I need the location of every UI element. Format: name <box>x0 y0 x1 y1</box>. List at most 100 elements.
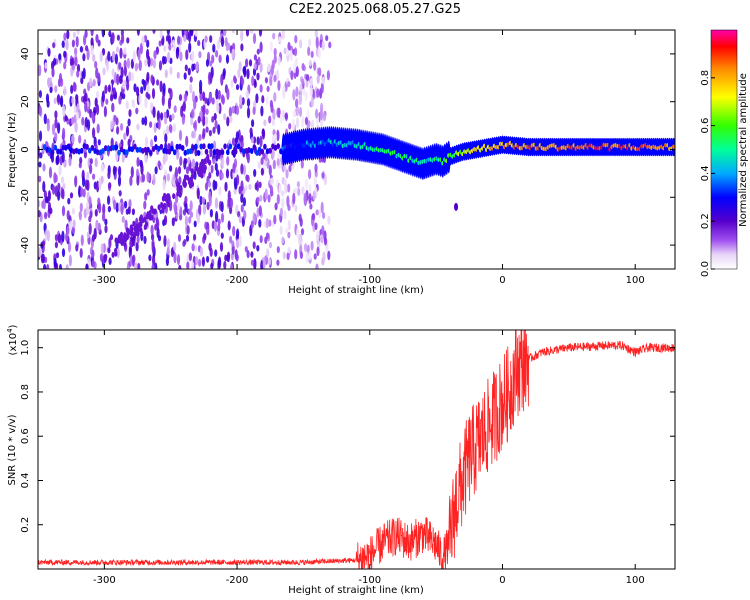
spectrogram-noise-cell <box>287 183 291 193</box>
spectrogram-noise-cell <box>310 50 314 59</box>
spectrogram-noise-cell <box>320 201 324 214</box>
spectrogram-noise-cell <box>159 30 163 40</box>
spectrogram-noise-cell <box>256 136 260 146</box>
spectrogram-noise-cell <box>287 81 291 88</box>
spectrogram-noise-cell <box>119 77 123 84</box>
spectrogram-noise-cell <box>116 34 120 41</box>
spectrogram-noise-cell <box>91 249 95 259</box>
spectrogram-ridge-cell <box>80 147 84 154</box>
spectrogram-noise-cell <box>213 112 217 121</box>
spectrogram-noise-cell <box>149 121 153 128</box>
spectrogram-noise-cell <box>173 252 177 264</box>
spectrogram-noise-cell <box>65 39 69 51</box>
spectrogram-noise-cell <box>179 214 183 221</box>
spectrogram-noise-cell <box>322 112 326 122</box>
spectrogram-noise-cell <box>135 63 139 70</box>
spectrogram-noise-cell <box>86 48 90 61</box>
spectrogram-noise-cell <box>260 260 264 269</box>
spectrogram-noise-cell <box>248 183 252 190</box>
spectrogram-noise-cell <box>195 256 199 266</box>
spectrogram-noise-cell <box>42 180 46 193</box>
spectrogram-noise-cell <box>281 190 285 197</box>
spectrogram-noise-cell <box>111 104 115 113</box>
spectrogram-streak-cell <box>124 236 128 243</box>
spectrogram-noise-cell <box>53 57 57 66</box>
spectrogram-noise-cell <box>296 181 300 188</box>
spectrogram-noise-cell <box>106 60 110 72</box>
spectrogram-noise-cell <box>131 208 135 216</box>
spectrogram-noise-cell <box>90 37 94 47</box>
spectrogram-noise-cell <box>46 264 50 269</box>
spectrogram-noise-cell <box>240 163 244 175</box>
spectrogram-noise-cell <box>314 30 318 38</box>
spectrogram-noise-cell <box>38 175 42 183</box>
spectrogram-noise-cell <box>203 233 207 241</box>
spectrogram-noise-cell <box>79 46 83 53</box>
spectrogram-noise-cell <box>107 50 111 62</box>
spectrogram-noise-cell <box>256 196 260 203</box>
spectrogram-noise-cell <box>104 225 108 234</box>
spectrogram-noise-cell <box>262 152 266 160</box>
spectrogram-noise-cell <box>276 259 280 266</box>
spectrogram-noise-cell <box>92 173 96 180</box>
spectrogram-noise-cell <box>287 41 291 51</box>
spectrogram-noise-cell <box>43 113 47 125</box>
spectrogram-noise-cell <box>207 165 211 174</box>
spectrogram-noise-cell <box>112 87 116 95</box>
snr-y-tick-label: 0.2 <box>20 517 31 533</box>
spectrogram-x-ticks: -300 -200 -100 0 100 <box>93 30 645 286</box>
spectrogram-streak-cell <box>161 195 165 202</box>
colorbar-tick-label: 0.6 <box>700 118 711 134</box>
spectrogram-noise-cell <box>123 132 127 141</box>
spectrogram-noise-cell <box>65 264 69 269</box>
spectrogram-noise-cell <box>172 122 176 133</box>
spectrogram-noise-cell <box>56 94 60 103</box>
spectrogram-noise-cell <box>198 204 202 216</box>
spectrogram-noise-cell <box>120 123 124 131</box>
spectrogram-noise-cell <box>75 36 79 48</box>
spectrogram-noise-cell <box>220 212 225 223</box>
spectrogram-noise-cell <box>60 95 64 108</box>
spectrogram-noise-cell <box>225 168 230 179</box>
spectrogram-noise-cell <box>95 219 99 231</box>
spectrogram-noise-cell <box>134 262 138 269</box>
spectrogram-noise-cell <box>269 76 273 87</box>
spectrogram-noise-cell <box>168 114 173 123</box>
spectrogram-noise-cell <box>296 227 300 238</box>
spectrogram-noise-cell <box>179 51 183 62</box>
spectrogram-ridge-cell <box>88 147 92 154</box>
spectrogram-noise-cell <box>265 95 269 105</box>
spectrogram-noise-cell <box>287 219 291 231</box>
spectrogram-noise-cell <box>133 83 137 93</box>
spectrogram-streak-cell <box>118 237 122 244</box>
spectrogram-noise-cell <box>308 184 312 196</box>
spectrogram-noise-cell <box>233 75 237 83</box>
spectrogram-noise-cell <box>213 220 218 232</box>
spectrogram-noise-cell <box>261 95 265 104</box>
spectrogram-noise-cell <box>238 61 242 72</box>
spectrogram-noise-cell <box>185 49 189 61</box>
spectrogram-noise-cell <box>294 187 298 194</box>
spectrogram-noise-cell <box>46 99 50 108</box>
spectrogram-noise-cell <box>292 89 296 101</box>
spectrogram-noise-cell <box>197 115 201 124</box>
spectrogram-noise-cell <box>94 157 98 168</box>
spectrogram-noise-cell <box>166 30 170 36</box>
spectrogram-noise-cell <box>309 203 313 210</box>
spectrogram-noise-cell <box>41 253 46 264</box>
spectrogram-noise-cell <box>141 117 145 126</box>
spectrogram-noise-cell <box>51 123 56 135</box>
spectrogram-noise-cell <box>240 180 244 192</box>
spectrogram-noise-cell <box>316 246 320 257</box>
spectrogram-noise-cell <box>199 195 203 206</box>
spectrogram-noise-cell <box>44 196 49 204</box>
spectrogram-noise-cell <box>71 116 75 125</box>
spectrogram-noise-cell <box>236 228 240 240</box>
spectrogram-ridge-cell <box>82 143 87 149</box>
spectrogram-noise-cell <box>309 77 313 88</box>
spectrogram-noise-cell <box>144 58 148 67</box>
spectrogram-ridge-cell <box>220 149 225 156</box>
colorbar-tick-label: 0.8 <box>700 70 711 86</box>
spectrogram-ridge-cell <box>77 148 81 155</box>
